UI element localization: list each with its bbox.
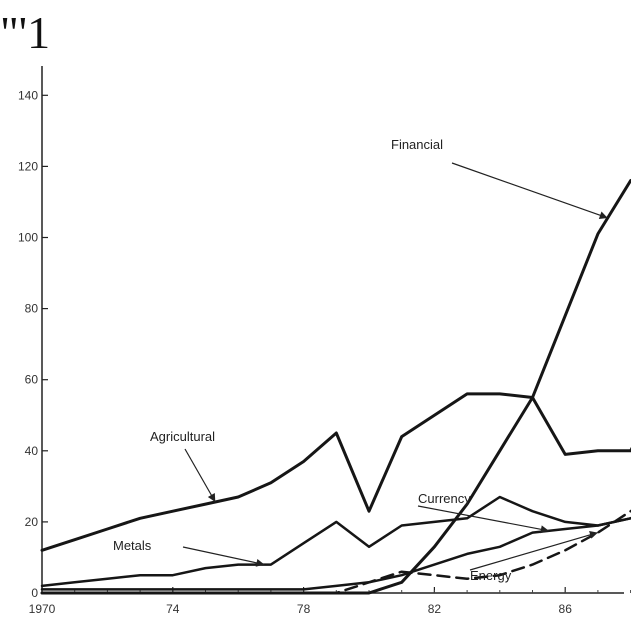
annotation-pointer xyxy=(417,505,549,532)
annotation-label-energy: Energy xyxy=(470,568,512,583)
chart-annotations: Financial Agricultural Metals Currency Energ… xyxy=(113,137,608,583)
annotation-pointer xyxy=(469,531,599,571)
corner-text: "'1 xyxy=(0,7,51,58)
annotation-arrowhead xyxy=(255,558,265,567)
y-tick-label: 60 xyxy=(25,373,39,387)
annotation-label-currency: Currency xyxy=(418,491,471,506)
y-tick-label: 0 xyxy=(31,586,38,600)
annotation-arrowhead xyxy=(598,211,608,220)
x-tick-label: 86 xyxy=(559,602,573,616)
annotation-pointer xyxy=(182,546,265,566)
annotation-arrowhead xyxy=(540,525,549,534)
annotation-pointer xyxy=(184,448,216,503)
annotation-arrowhead xyxy=(589,530,598,539)
x-tick-label: 78 xyxy=(297,602,311,616)
annotation-label-metals: Metals xyxy=(113,538,152,553)
series-line-metals xyxy=(40,495,631,588)
y-tick-label: 100 xyxy=(18,231,38,245)
chart-axes xyxy=(41,66,624,594)
annotation-arrowhead xyxy=(207,493,216,502)
y-tick-label: 20 xyxy=(25,515,39,529)
series-line-energy xyxy=(40,509,631,595)
x-tick-label: 1970 xyxy=(29,602,56,616)
y-tick-label: 120 xyxy=(18,159,38,173)
series-line-agricultural xyxy=(40,392,631,552)
annotation-pointer xyxy=(451,162,608,219)
annotation-label-financial: Financial xyxy=(391,137,443,152)
series-line-currency xyxy=(40,516,631,591)
annotation-label-agricultural: Agricultural xyxy=(150,429,215,444)
x-tick-label: 82 xyxy=(428,602,442,616)
y-tick-label: 80 xyxy=(25,302,39,316)
chart-ticks: 02040608010012014019707478828690 xyxy=(18,88,631,616)
y-tick-label: 140 xyxy=(18,88,38,102)
x-tick-label: 74 xyxy=(166,602,180,616)
y-tick-label: 40 xyxy=(25,444,39,458)
chart-series xyxy=(40,178,631,595)
